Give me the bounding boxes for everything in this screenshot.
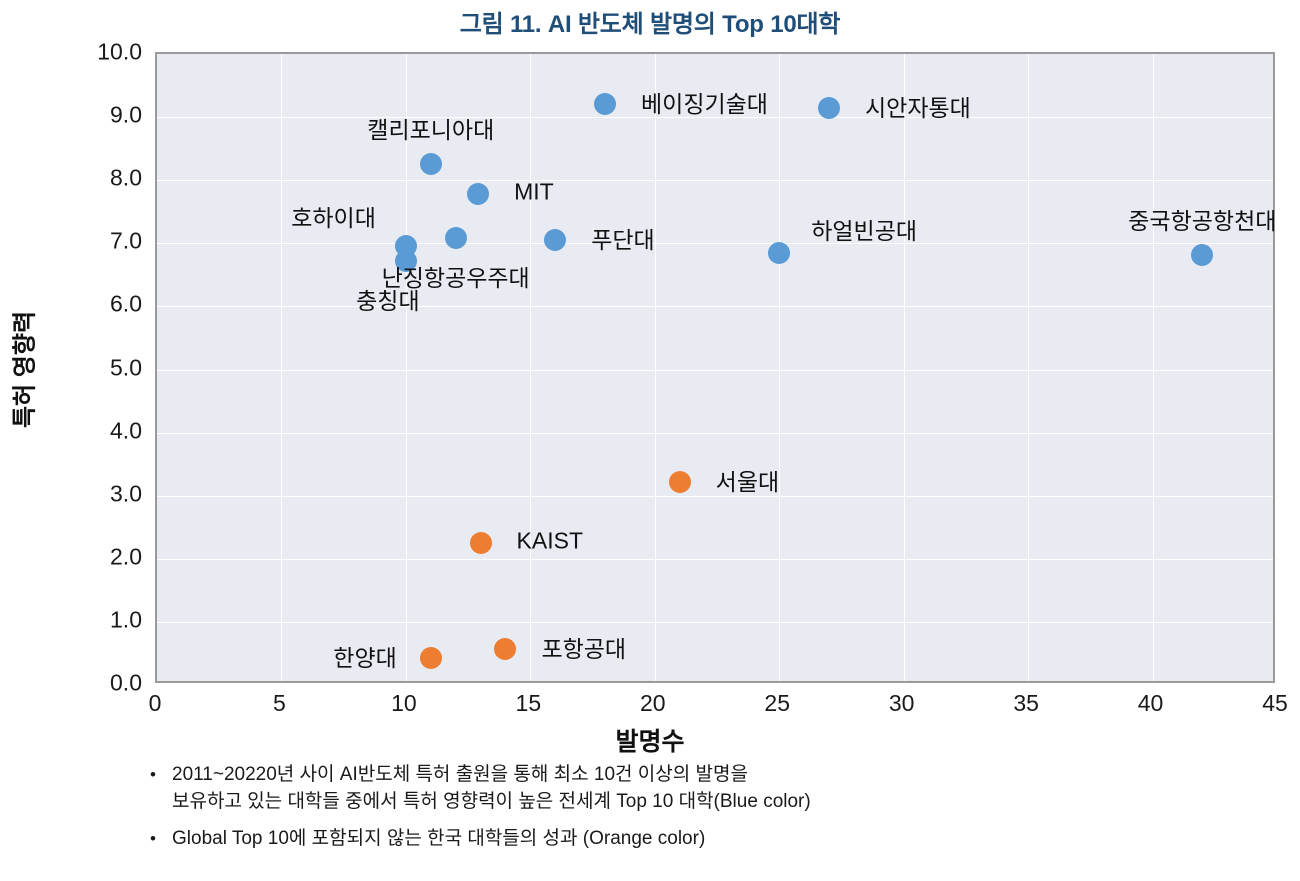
footnote-item: • 2011~20220년 사이 AI반도체 특허 출원을 통해 최소 10건 이…	[150, 762, 1150, 816]
gridline-horizontal	[157, 306, 1273, 308]
gridline-vertical	[1152, 54, 1154, 681]
data-point-label: 포항공대	[541, 636, 627, 663]
y-axis-title: 특허 영향력	[11, 310, 39, 429]
gridline-vertical	[903, 54, 905, 681]
data-point-label: 캘리포니아대	[367, 117, 495, 144]
x-axis-tick-label: 35	[1013, 690, 1039, 716]
data-point-marker[interactable]	[419, 647, 442, 670]
x-axis-tick-label: 10	[391, 690, 417, 716]
gridline-vertical	[405, 54, 407, 681]
y-axis-tick-label: 2.0	[110, 543, 142, 570]
data-point-marker[interactable]	[467, 183, 490, 206]
data-point-marker[interactable]	[394, 249, 417, 272]
gridline-horizontal	[157, 621, 1273, 623]
data-point-label: 서울대	[715, 468, 780, 495]
data-point-marker[interactable]	[594, 93, 616, 116]
data-point-marker[interactable]	[668, 470, 691, 493]
gridline-horizontal	[157, 180, 1273, 182]
data-point-label: 한양대	[333, 645, 397, 672]
footnote-line: Global Top 10에 포함되지 않는 한국 대학들의 성과 (Orang…	[172, 827, 706, 849]
y-axis-tick-label: 8.0	[110, 164, 142, 191]
data-point-marker[interactable]	[818, 96, 840, 119]
bullet-icon: •	[150, 765, 156, 784]
y-axis-tick-label: 9.0	[110, 101, 142, 128]
y-axis-tick-label: 7.0	[110, 227, 142, 254]
x-axis-tick-label: 0	[148, 690, 162, 716]
data-point-marker[interactable]	[494, 638, 517, 661]
x-axis-tick-label: 25	[764, 690, 791, 716]
gridline-horizontal	[157, 432, 1273, 434]
x-axis-tick-label: 5	[273, 690, 286, 716]
data-point-label: 푸단대	[591, 227, 655, 254]
data-point-marker[interactable]	[1191, 243, 1214, 266]
x-axis-tick-label: 30	[888, 690, 915, 716]
y-axis-tick-label: 4.0	[110, 417, 142, 444]
gridline-horizontal	[157, 495, 1273, 497]
footnote-item: • Global Top 10에 포함되지 않는 한국 대학들의 성과 (Oran…	[150, 826, 1150, 853]
data-point-label: 베이징기술대	[641, 91, 768, 118]
data-point-label: 충칭대	[356, 287, 420, 314]
y-axis-tick-label: 5.0	[110, 354, 142, 380]
data-point-marker[interactable]	[768, 241, 791, 264]
data-point-label: MIT	[514, 178, 554, 205]
gridline-horizontal	[157, 369, 1273, 371]
footnote-text: Global Top 10에 포함되지 않는 한국 대학들의 성과 (Orang…	[172, 826, 1150, 853]
y-axis-tick-label: 1.0	[110, 606, 142, 633]
data-point-marker[interactable]	[444, 227, 467, 250]
data-point-label: 하얼빈공대	[811, 217, 918, 244]
bullet-icon: •	[150, 828, 156, 848]
gridline-horizontal	[157, 117, 1273, 119]
gridline-vertical	[281, 54, 283, 681]
y-axis-tick-label: 0.0	[110, 669, 142, 696]
gridline-vertical	[779, 54, 781, 681]
footnote-line: 보유하고 있는 대학들 중에서 특허 영향력이 높은 전세계 Top 10 대학…	[172, 790, 811, 812]
x-axis-tick-label: 15	[515, 690, 542, 716]
data-point-marker[interactable]	[469, 532, 492, 555]
x-axis-tick-label: 45	[1262, 690, 1288, 716]
footnote-text: 2011~20220년 사이 AI반도체 특허 출원을 통해 최소 10건 이상…	[172, 762, 1150, 816]
y-axis-tick-label: 10.0	[97, 38, 142, 65]
data-point-label: 호하이대	[291, 205, 376, 232]
data-point-label: KAIST	[516, 527, 584, 554]
data-point-marker[interactable]	[544, 229, 567, 252]
gridline-vertical	[654, 54, 656, 681]
page-title: 그림 11. AI 반도체 발명의 Top 10대학	[459, 11, 841, 38]
x-axis-tick-label: 20	[639, 690, 666, 716]
data-point-label: 중국항공항천대	[1128, 207, 1277, 234]
data-point-marker[interactable]	[419, 153, 442, 176]
footnote-line: 2011~20220년 사이 AI반도체 특허 출원을 통해 최소 10건 이상…	[172, 764, 748, 785]
gridline-horizontal	[157, 243, 1273, 245]
gridline-vertical	[530, 54, 532, 681]
gridline-horizontal	[157, 558, 1273, 560]
gridline-vertical	[1028, 54, 1030, 681]
x-axis-title: 발명수	[615, 728, 685, 756]
data-point-label: 난징항공우주대	[381, 265, 530, 292]
y-axis-tick-label: 6.0	[110, 290, 142, 317]
data-point-label: 시안자통대	[865, 94, 971, 121]
footnotes: • 2011~20220년 사이 AI반도체 특허 출원을 통해 최소 10건 이…	[150, 762, 1150, 863]
x-axis-tick-label: 40	[1137, 690, 1164, 716]
y-axis-tick-label: 3.0	[110, 480, 142, 507]
